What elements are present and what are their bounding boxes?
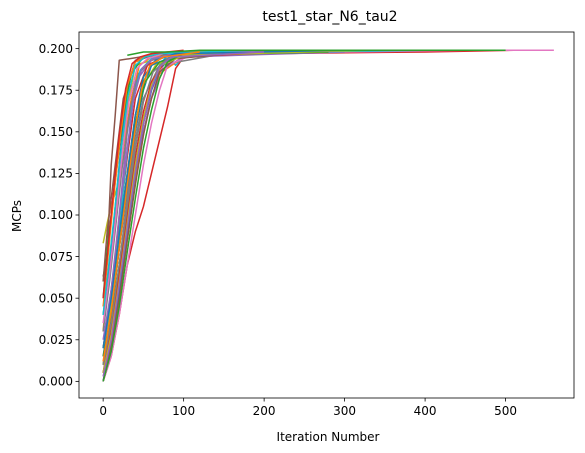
chart-title: test1_star_N6_tau2 — [262, 9, 397, 25]
series-line-31 — [102, 49, 345, 349]
y-tick-label-5: 0.125 — [39, 167, 73, 181]
y-tick-label-2: 0.050 — [39, 291, 73, 305]
y-tick-label-0: 0.000 — [39, 375, 73, 389]
x-tick-label-0: 0 — [99, 404, 107, 418]
x-tick-label-3: 300 — [333, 404, 356, 418]
y-axis-ticks: 0.000 0.025 0.050 0.075 0.100 0.125 0.150 0.175… — [39, 42, 79, 389]
series-line-0 — [102, 49, 514, 277]
series-line-20 — [102, 52, 200, 382]
y-axis-label: MCPs — [10, 200, 24, 232]
x-tick-label-4: 400 — [414, 404, 437, 418]
series-line-26 — [102, 49, 265, 324]
x-axis-ticks: 0 100 200 300 400 500 — [99, 398, 517, 418]
series-line-24 — [102, 49, 305, 340]
series-line-34 — [102, 51, 265, 377]
series-line-2 — [102, 49, 514, 382]
x-tick-label-2: 200 — [253, 404, 276, 418]
series-line-19 — [102, 49, 426, 349]
series-line-32 — [102, 51, 200, 362]
series-line-29 — [102, 49, 249, 315]
x-tick-label-5: 500 — [494, 404, 517, 418]
plot-area — [78, 31, 575, 399]
y-tick-label-6: 0.150 — [39, 125, 73, 139]
series-line-27 — [102, 52, 216, 365]
y-tick-label-8: 0.200 — [39, 42, 73, 56]
series-line-25 — [102, 52, 232, 382]
y-tick-label-3: 0.075 — [39, 250, 73, 264]
y-tick-label-1: 0.025 — [39, 333, 73, 347]
series-line-30 — [102, 52, 184, 382]
y-tick-label-7: 0.175 — [39, 83, 73, 97]
series-line-33 — [102, 49, 184, 299]
series-line-16 — [102, 49, 385, 382]
series-lines — [102, 49, 554, 382]
x-tick-label-1: 100 — [172, 404, 195, 418]
x-axis-label: Iteration Number — [277, 430, 380, 444]
series-line-3 — [102, 49, 554, 374]
series-line-35 — [127, 49, 506, 57]
y-tick-label-4: 0.100 — [39, 208, 73, 222]
